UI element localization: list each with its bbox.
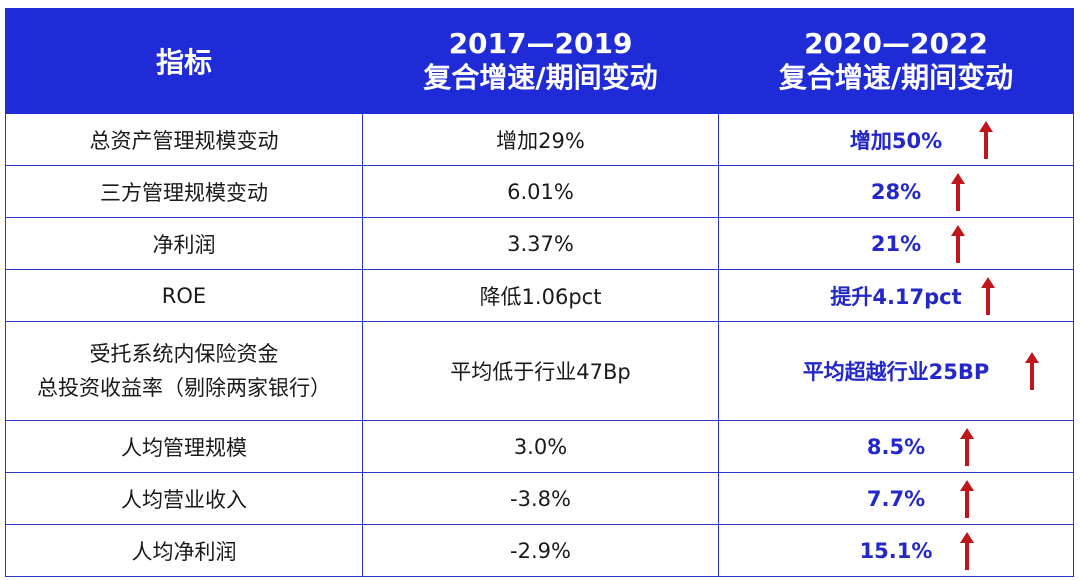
period-1-value: 3.37% bbox=[362, 217, 719, 270]
period-1-value: 3.0% bbox=[362, 420, 719, 473]
table-container: 指标 2017—2019 复合增速/期间变动 2020—2022 复合增速/期间… bbox=[5, 8, 1074, 577]
period-2-value: 平均超越行业25BP bbox=[802, 360, 990, 384]
arrow-up-icon bbox=[951, 224, 965, 263]
period-1-value: 平均低于行业47Bp bbox=[362, 321, 719, 421]
table-row: 人均营业收入 -3.8% 7.7% bbox=[5, 472, 1074, 525]
period-2-cell: 平均超越行业25BP bbox=[718, 321, 1074, 421]
arrow-up-icon bbox=[951, 172, 965, 211]
period-2-cell: 28% bbox=[718, 165, 1074, 218]
metric-cell: 三方管理规模变动 bbox=[5, 165, 363, 218]
metric-cell: 受托系统内保险资金 总投资收益率（剔除两家银行） bbox=[5, 321, 363, 421]
period-1-value: 增加29% bbox=[362, 113, 719, 166]
arrow-up-icon bbox=[960, 427, 974, 466]
period-2-cell: 15.1% bbox=[718, 524, 1074, 577]
metric-cell: 净利润 bbox=[5, 217, 363, 270]
header-metric: 指标 bbox=[5, 8, 363, 114]
arrow-up-icon bbox=[981, 276, 995, 315]
arrow-up-icon bbox=[960, 531, 974, 570]
metric-cell: 人均净利润 bbox=[5, 524, 363, 577]
table-row: 总资产管理规模变动 增加29% 增加50% bbox=[5, 113, 1074, 166]
period-1-value: -3.8% bbox=[362, 472, 719, 525]
table-row: 三方管理规模变动 6.01% 28% bbox=[5, 165, 1074, 218]
metric-cell: ROE bbox=[5, 269, 363, 322]
table-row: 人均净利润 -2.9% 15.1% bbox=[5, 524, 1074, 577]
period-2-value: 8.5% bbox=[866, 434, 926, 459]
period-2-cell: 21% bbox=[718, 217, 1074, 270]
comparison-table: 指标 2017—2019 复合增速/期间变动 2020—2022 复合增速/期间… bbox=[5, 8, 1074, 577]
metric-cell: 人均营业收入 bbox=[5, 472, 363, 525]
period-2-value: 28% bbox=[870, 179, 922, 204]
period-2-cell: 提升4.17pct bbox=[718, 269, 1074, 322]
table-row: ROE 降低1.06pct 提升4.17pct bbox=[5, 269, 1074, 322]
arrow-up-icon bbox=[979, 120, 993, 159]
table-row: 受托系统内保险资金 总投资收益率（剔除两家银行） 平均低于行业47Bp 平均超越… bbox=[5, 321, 1074, 421]
period-2-cell: 7.7% bbox=[718, 472, 1074, 525]
period-2-value: 15.1% bbox=[859, 538, 933, 563]
header-period-1-desc: 复合增速/期间变动 bbox=[423, 61, 658, 94]
period-1-value: 6.01% bbox=[362, 165, 719, 218]
header-period-1-years: 2017—2019 bbox=[448, 27, 633, 60]
metric-cell: 总资产管理规模变动 bbox=[5, 113, 363, 166]
header-period-1: 2017—2019 复合增速/期间变动 bbox=[362, 8, 719, 114]
period-2-value: 7.7% bbox=[866, 486, 926, 511]
metric-line-1: 受托系统内保险资金 bbox=[89, 342, 279, 366]
period-1-value: 降低1.06pct bbox=[362, 269, 719, 322]
period-1-value: -2.9% bbox=[362, 524, 719, 577]
period-2-cell: 增加50% bbox=[718, 113, 1074, 166]
arrow-up-icon bbox=[1025, 352, 1039, 390]
metric-line-2: 总投资收益率（剔除两家银行） bbox=[37, 376, 331, 400]
header-metric-label: 指标 bbox=[155, 46, 212, 79]
table-row: 净利润 3.37% 21% bbox=[5, 217, 1074, 270]
arrow-up-icon bbox=[960, 479, 974, 518]
header-row: 指标 2017—2019 复合增速/期间变动 2020—2022 复合增速/期间… bbox=[5, 8, 1074, 114]
period-2-cell: 8.5% bbox=[718, 420, 1074, 473]
period-2-value: 21% bbox=[870, 231, 922, 256]
period-2-value: 提升4.17pct bbox=[830, 284, 962, 309]
header-period-2-desc: 复合增速/期间变动 bbox=[778, 61, 1014, 94]
metric-cell: 人均管理规模 bbox=[5, 420, 363, 473]
header-period-2-years: 2020—2022 bbox=[804, 27, 988, 60]
header-period-2: 2020—2022 复合增速/期间变动 bbox=[718, 8, 1074, 114]
table-row: 人均管理规模 3.0% 8.5% bbox=[5, 420, 1074, 473]
period-2-value: 增加50% bbox=[849, 128, 943, 153]
